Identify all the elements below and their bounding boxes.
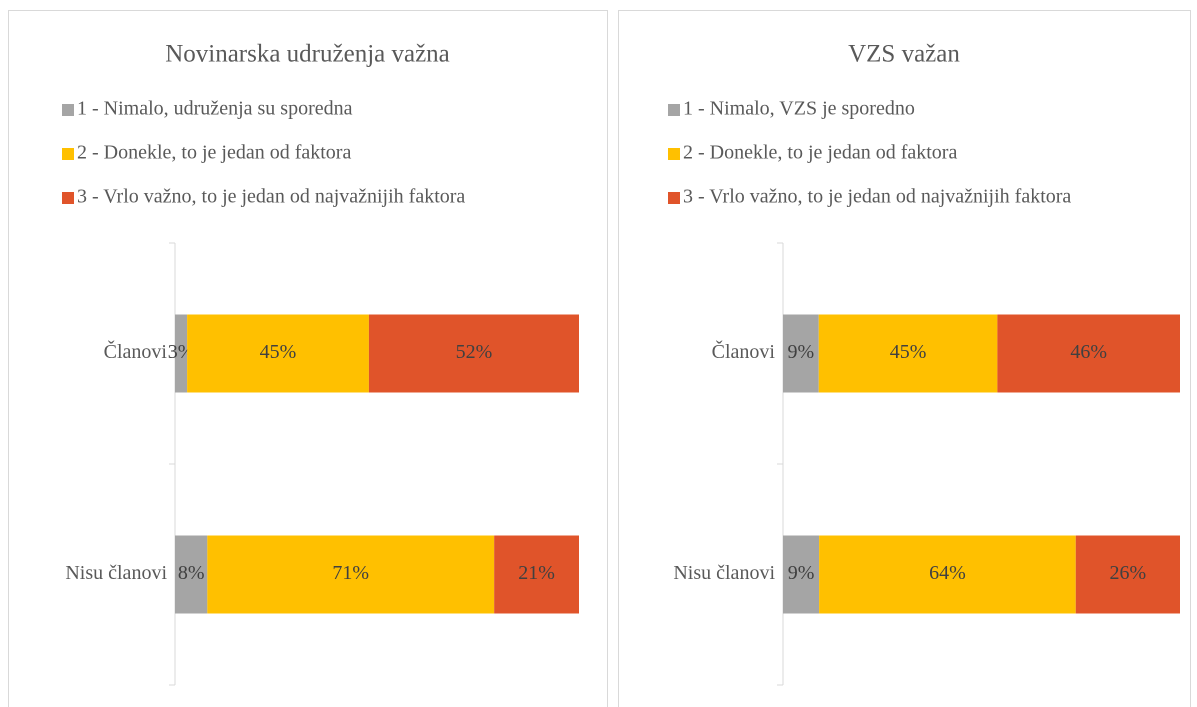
data-label: 9% — [788, 562, 815, 584]
bar-segment — [368, 314, 579, 393]
panel-border — [8, 10, 608, 707]
data-label: 26% — [1110, 562, 1147, 584]
data-label: 46% — [1070, 341, 1107, 363]
legend-label: 1 - Nimalo, VZS je sporedno — [683, 98, 915, 120]
data-label: 21% — [518, 562, 555, 584]
legend-swatch — [62, 104, 74, 116]
bar-segment — [207, 535, 495, 614]
bar-segment — [494, 535, 579, 614]
legend-label: 2 - Donekle, to je jedan od faktora — [683, 142, 957, 164]
panel-border — [618, 10, 1191, 707]
data-label: 52% — [456, 341, 493, 363]
legend-swatch — [668, 104, 680, 116]
chart-title: Novinarska udruženja važna — [165, 41, 450, 68]
legend-label: 1 - Nimalo, udruženja su sporedna — [77, 98, 353, 120]
category-label: Članovi — [712, 339, 776, 363]
legend-label: 2 - Donekle, to je jedan od faktora — [77, 142, 351, 164]
bar-segment — [819, 535, 1076, 614]
chart-title: VZS važan — [848, 41, 960, 68]
legend-label: 3 - Vrlo važno, to je jedan od najvažnij… — [683, 186, 1071, 208]
category-label: Nisu članovi — [65, 562, 167, 584]
bar-segment — [175, 314, 188, 393]
bar-segment — [187, 314, 369, 393]
data-label: 45% — [260, 341, 297, 363]
bar-segment — [783, 535, 820, 614]
legend-swatch — [62, 192, 74, 204]
bar-segment — [997, 314, 1180, 393]
bar-segment — [783, 314, 819, 393]
data-label: 9% — [788, 341, 815, 363]
legend-swatch — [668, 148, 680, 160]
category-label: Nisu članovi — [673, 562, 775, 584]
data-label: 45% — [890, 341, 927, 363]
legend-label: 3 - Vrlo važno, to je jedan od najvažnij… — [77, 186, 465, 208]
data-label: 64% — [929, 562, 966, 584]
data-label: 71% — [332, 562, 369, 584]
data-label: 8% — [178, 562, 205, 584]
legend-swatch — [668, 192, 680, 204]
bar-segment — [818, 314, 998, 393]
category-label: Članovi — [104, 339, 168, 363]
bar-segment — [1075, 535, 1180, 614]
bar-segment — [175, 535, 208, 614]
legend-swatch — [62, 148, 74, 160]
